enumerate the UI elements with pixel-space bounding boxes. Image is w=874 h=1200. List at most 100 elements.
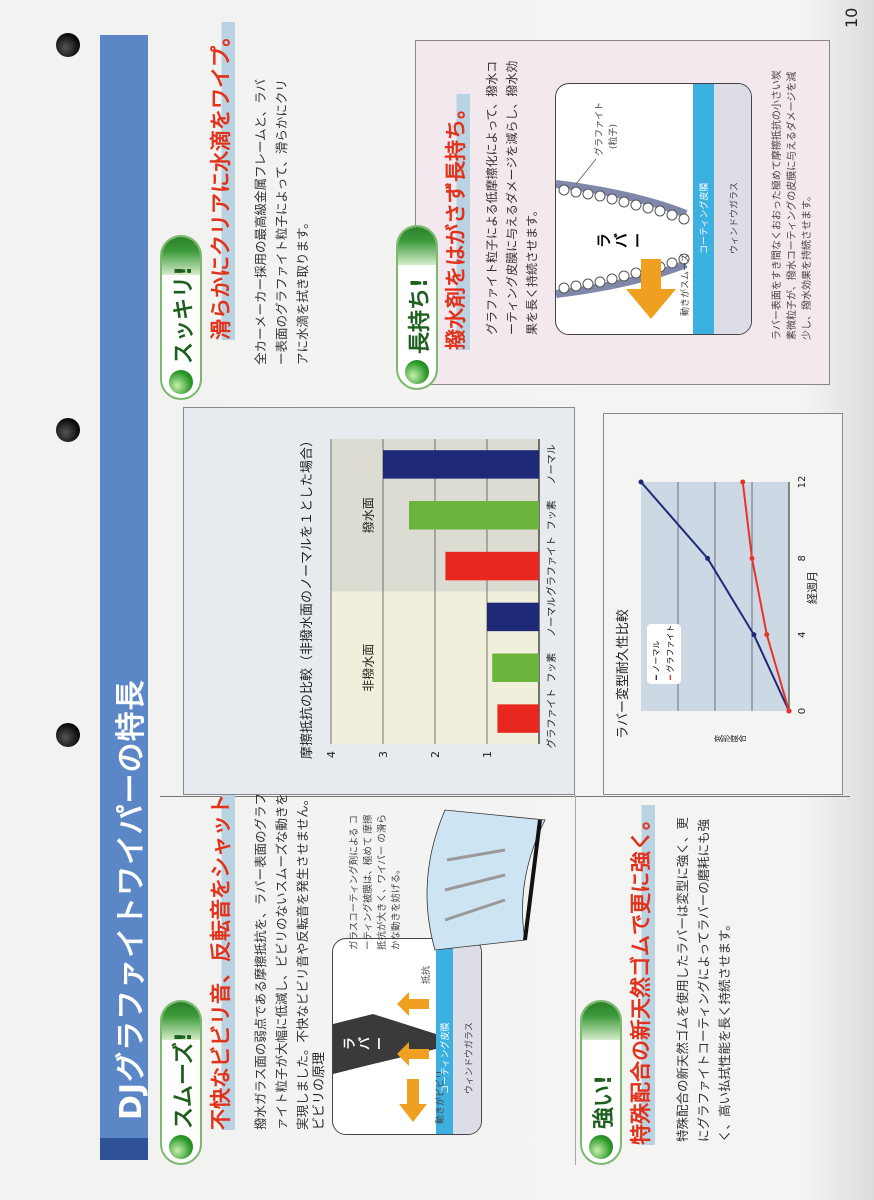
label-rubber: ラバー bbox=[343, 1036, 388, 1050]
label-glass: ウィンドウガラス bbox=[465, 1022, 475, 1094]
label-graphite: グラファイト bbox=[595, 101, 605, 156]
badge-clear: スッキリ! bbox=[160, 235, 202, 400]
label-rubber: ラバー bbox=[595, 232, 647, 248]
page-number: 10 bbox=[842, 7, 861, 28]
legend-item-graphite: ━ グラファイト bbox=[666, 624, 675, 680]
smooth-motion-arrow-icon bbox=[626, 259, 676, 319]
coating-layer bbox=[693, 84, 714, 334]
y-tick-label: 4 bbox=[325, 751, 338, 758]
data-point bbox=[786, 708, 792, 714]
rubber-shape bbox=[333, 1014, 436, 1074]
region-label: 撥水面 bbox=[361, 497, 376, 533]
chatter-motion-arrow-icon bbox=[399, 1079, 427, 1122]
legend-item-normal: ━ ノーマル bbox=[652, 640, 661, 680]
badge-label: 強い! bbox=[592, 1074, 617, 1129]
region-label: 非撥水面 bbox=[361, 644, 376, 692]
headline-strong: 特殊配合の新天然ゴムで更に強く。 bbox=[625, 805, 655, 1145]
category-label: ノーマル bbox=[547, 597, 558, 637]
coating-layer bbox=[436, 939, 453, 1134]
diagram-title-chatter: ビビリの原理 bbox=[312, 1051, 327, 1130]
bar bbox=[497, 704, 539, 733]
badge-tab bbox=[580, 1000, 622, 1040]
x-tick-label: 12 bbox=[797, 476, 808, 489]
x-tick-label: 4 bbox=[797, 631, 808, 637]
x-tick-label: 8 bbox=[797, 555, 808, 561]
badge-smooth: スムーズ! bbox=[160, 1000, 202, 1165]
line-chart-ylabel: 変形度合 bbox=[714, 734, 746, 743]
y-tick-label: 2 bbox=[429, 751, 442, 758]
badge-label: 長持ち! bbox=[408, 277, 433, 354]
data-point bbox=[638, 479, 644, 485]
badge-tab bbox=[396, 225, 438, 265]
data-point bbox=[751, 632, 757, 638]
badge-long: 長持ち! bbox=[396, 225, 438, 390]
legend-label: グラファイト bbox=[666, 624, 675, 673]
label-resistance: 抵抗 bbox=[422, 965, 432, 984]
legend-label: ノーマル bbox=[652, 640, 661, 673]
y-tick-label: 3 bbox=[377, 751, 390, 758]
badge-strong: 強い! bbox=[580, 1000, 622, 1165]
data-point bbox=[740, 479, 746, 485]
label-coating: コーティング皮膜 bbox=[441, 1022, 451, 1094]
body-smooth: 撥水ガラス面の弱点である摩擦抵抗を、ラバー表面のグラファイト粒子が大幅に低減し、… bbox=[253, 792, 310, 1130]
category-label: グラファイト bbox=[545, 536, 558, 596]
label-coating: コーティング皮膜 bbox=[700, 182, 710, 254]
resistance-arrow-icon bbox=[397, 1042, 429, 1066]
binder-hole bbox=[56, 418, 80, 442]
series-line bbox=[640, 481, 790, 712]
binder-hole bbox=[56, 33, 80, 57]
glass-layer bbox=[714, 84, 751, 334]
body-clear: 全カーメーカー採用の最高級金属フレームと、ラバー表面のグラファイト粒子によって、… bbox=[253, 78, 310, 365]
bar bbox=[487, 602, 539, 632]
title-bar-accent bbox=[100, 1138, 148, 1160]
bar bbox=[492, 653, 540, 682]
bar bbox=[383, 450, 539, 479]
category-label: フッ素 bbox=[545, 653, 558, 683]
chatter-illustration bbox=[333, 939, 481, 1134]
category-label: グラファイト bbox=[545, 689, 558, 749]
green-ball-icon bbox=[169, 370, 193, 394]
label-motion: 動きがスムーズ bbox=[681, 253, 691, 316]
line-chart-legend: ━ ノーマル ━ グラファイト bbox=[647, 624, 681, 684]
caption-long: ラバー表面をすき間なくおおった極めて摩擦抵抗の小さい炭素微粒子が、撥水コーティン… bbox=[772, 70, 813, 340]
bar-chart-title: 摩擦抵抗の比較（非撥水面のノーマルを１とした場合） bbox=[300, 433, 315, 759]
page-title-bar: DJグラファイトワイパーの特長 bbox=[100, 35, 149, 1160]
x-tick-label: 0 bbox=[797, 708, 808, 714]
wiper-windshield-illustration bbox=[426, 809, 546, 951]
green-ball-icon bbox=[589, 1135, 613, 1159]
green-ball-icon bbox=[405, 360, 429, 384]
data-point bbox=[705, 555, 711, 561]
bar bbox=[409, 501, 539, 530]
category-label: ノーマル bbox=[547, 444, 558, 484]
row-divider bbox=[575, 795, 576, 1165]
headline-long: 撥水剤をはがさず長持ち。 bbox=[440, 94, 470, 350]
label-particle: (粒子) bbox=[609, 123, 619, 149]
y-tick-label: 1 bbox=[481, 751, 494, 758]
badge-label: スッキリ! bbox=[172, 265, 197, 364]
binder-hole bbox=[56, 723, 80, 747]
resistance-arrow-icon bbox=[397, 992, 429, 1016]
line-chart-title: ラバー変型耐久性比較 bbox=[616, 609, 631, 739]
glass-layer bbox=[453, 939, 481, 1134]
series-line bbox=[741, 481, 790, 712]
category-label: フッ素 bbox=[545, 500, 558, 530]
data-point bbox=[764, 632, 770, 638]
data-point bbox=[749, 555, 755, 561]
headline-clear: 滑らかにクリアに水滴をワイプ。 bbox=[205, 21, 235, 340]
durability-chart-panel: 0 4 8 12 ラバー変型耐久性比較 経週月 変形度合 ━ ノーマル ━ グラファイ… bbox=[603, 413, 843, 795]
badge-label: スムーズ! bbox=[172, 1032, 197, 1129]
page-title: DJグラファイトワイパーの特長 bbox=[114, 679, 149, 1120]
graphite-illustration bbox=[556, 84, 751, 334]
graphite-diagram: ラバー グラファイト (粒子) 動きがスムーズ コーティング皮膜 ウィンドウガラ… bbox=[555, 83, 752, 335]
body-strong: 特殊配合の新天然ゴムを使用したラバーは変型に強く、更にグラファイトコーティングに… bbox=[675, 817, 732, 1142]
graphite-particles bbox=[558, 184, 690, 294]
bar bbox=[445, 551, 539, 581]
friction-chart-panel: 1 2 3 4 グラファイト フッ素 ノーマル グラファイト フッ素 ノーマル 非撥水面 撥水面 摩擦… bbox=[183, 407, 575, 795]
chatter-diagram: ラバー 動きがビビリ 抵抗 コーティング皮膜 ウィンドウガラス bbox=[332, 938, 482, 1135]
green-ball-icon bbox=[169, 1135, 193, 1159]
label-glass: ウィンドウガラス bbox=[730, 182, 740, 254]
callout-text: ガラスコーティング剤による コーティング被膜は、極めて 摩擦抵抗が大きく、ワイパ… bbox=[349, 814, 402, 950]
line-chart-xlabel: 経週月 bbox=[806, 571, 819, 604]
